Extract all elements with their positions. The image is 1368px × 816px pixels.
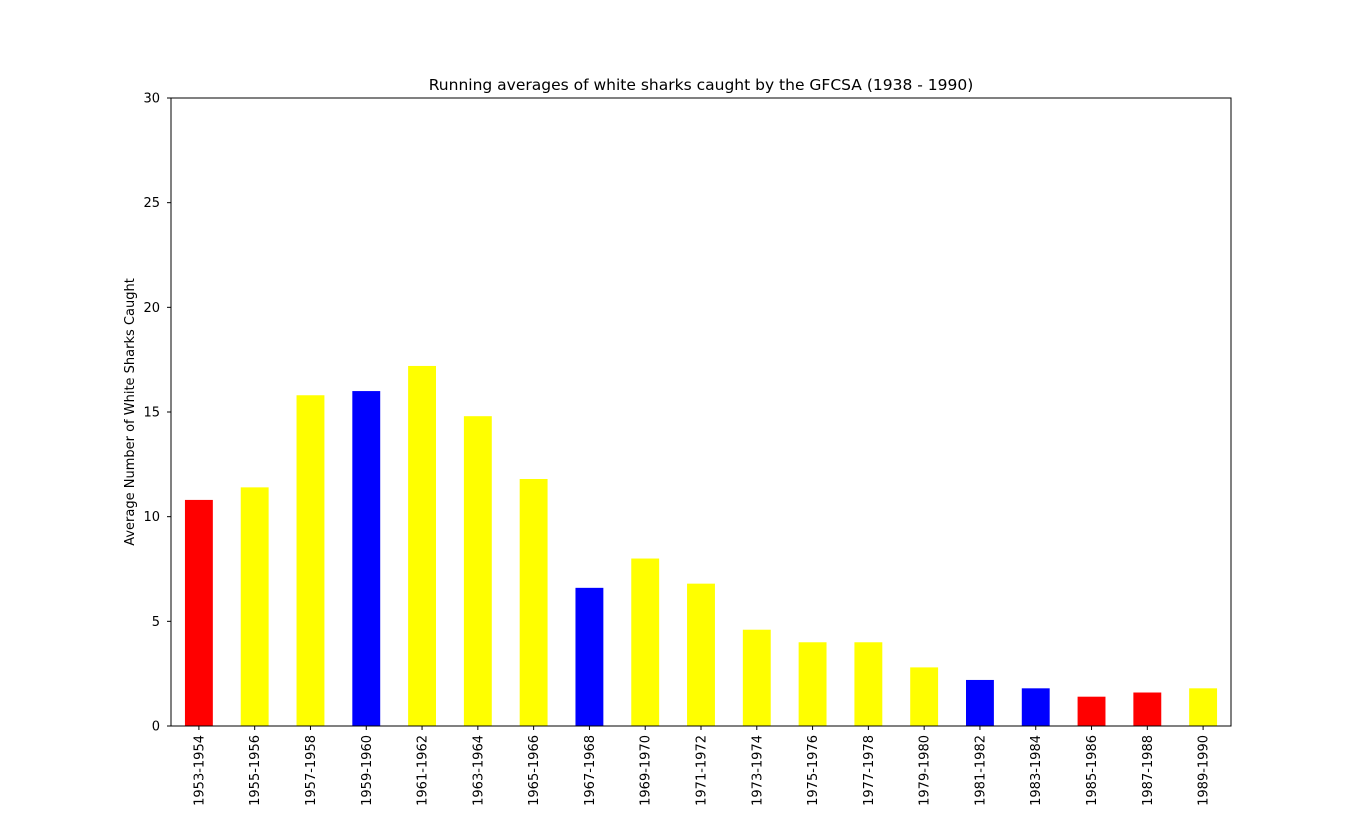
x-tick-label: 1989-1990 bbox=[1197, 735, 1212, 806]
bar-1979-1980 bbox=[910, 667, 939, 726]
x-tick-label: 1957-1958 bbox=[304, 735, 319, 806]
x-tick-label: 1987-1988 bbox=[1141, 735, 1156, 806]
x-tick-label: 1981-1982 bbox=[973, 735, 988, 806]
x-tick-label: 1979-1980 bbox=[918, 735, 933, 806]
bar-1953-1954 bbox=[184, 499, 213, 726]
plot-frame bbox=[170, 97, 1232, 727]
y-tick-label: 5 bbox=[152, 615, 160, 630]
x-tick-label: 1971-1972 bbox=[695, 735, 710, 806]
y-tick-label: 15 bbox=[143, 406, 160, 421]
bars-group bbox=[184, 365, 1218, 726]
bar-1965-1966 bbox=[519, 478, 548, 726]
bar-1973-1974 bbox=[742, 629, 771, 726]
x-tick-label: 1965-1966 bbox=[527, 735, 542, 806]
x-tick-label: 1961-1962 bbox=[416, 735, 431, 806]
bar-1975-1976 bbox=[798, 642, 827, 726]
bar-1969-1970 bbox=[631, 558, 660, 726]
x-tick-label: 1983-1984 bbox=[1029, 735, 1044, 806]
bar-1967-1968 bbox=[575, 587, 604, 726]
x-tick-label: 1969-1970 bbox=[639, 735, 654, 806]
bar-1957-1958 bbox=[296, 395, 325, 726]
bar-1987-1988 bbox=[1133, 692, 1162, 726]
x-tick-label: 1985-1986 bbox=[1085, 735, 1100, 806]
x-axis-ticks: 1953-1954 1955-1956 1957-1958 1959-1960 1961… bbox=[192, 726, 1212, 806]
bar-1981-1982 bbox=[966, 679, 994, 726]
x-tick-label: 1973-1974 bbox=[750, 735, 765, 806]
x-tick-label: 1959-1960 bbox=[360, 735, 375, 806]
x-tick-label: 1955-1956 bbox=[248, 735, 263, 806]
x-tick-label: 1967-1968 bbox=[583, 735, 598, 806]
bar-1961-1962 bbox=[408, 365, 436, 726]
x-tick-label: 1953-1954 bbox=[192, 735, 207, 806]
x-tick-label: 1975-1976 bbox=[806, 735, 821, 806]
y-tick-label: 10 bbox=[143, 510, 160, 525]
bar-1989-1990 bbox=[1189, 688, 1218, 726]
bar-1959-1960 bbox=[352, 391, 381, 726]
bar-1985-1986 bbox=[1077, 696, 1106, 726]
bar-1955-1956 bbox=[240, 487, 269, 726]
y-axis-label: Average Number of White Sharks Caught bbox=[123, 278, 138, 546]
bar-1963-1964 bbox=[463, 416, 492, 726]
y-tick-label: 0 bbox=[152, 720, 160, 735]
y-tick-label: 30 bbox=[143, 92, 160, 107]
y-tick-label: 20 bbox=[143, 301, 160, 316]
x-tick-label: 1977-1978 bbox=[862, 735, 877, 806]
y-tick-label: 25 bbox=[143, 196, 160, 211]
y-axis-ticks: 0 5 10 15 20 25 30 bbox=[143, 92, 171, 735]
bar-1977-1978 bbox=[854, 642, 883, 726]
bar-1983-1984 bbox=[1021, 688, 1050, 726]
x-tick-label: 1963-1964 bbox=[471, 735, 486, 806]
chart-title: Running averages of white sharks caught … bbox=[429, 76, 974, 94]
bar-1971-1972 bbox=[687, 583, 715, 726]
